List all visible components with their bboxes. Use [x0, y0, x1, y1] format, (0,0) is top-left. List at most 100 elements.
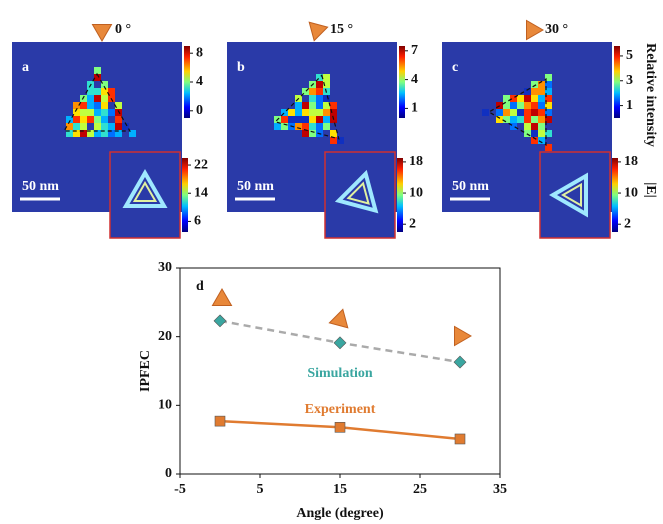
map-pixel: [510, 95, 517, 102]
scale-bar-label: 50 nm: [452, 179, 489, 194]
map-pixel: [87, 130, 94, 137]
field-inset: [109, 151, 181, 239]
panel-label: b: [237, 60, 245, 75]
map-pixel: [517, 102, 524, 109]
map-pixel: [531, 102, 538, 109]
marker: [453, 355, 467, 369]
map-pixel: [496, 109, 503, 116]
map-pixel: [302, 88, 309, 95]
map-pixel: [274, 123, 281, 130]
y-axis-label: IPFEC: [138, 350, 153, 392]
x-tick-label: -5: [174, 482, 186, 497]
map-pixel: [531, 88, 538, 95]
panel-label: c: [452, 60, 458, 75]
map-pixel: [323, 109, 330, 116]
inset-field-pattern: [560, 182, 582, 208]
map-pixel: [129, 130, 136, 137]
panel-label: a: [22, 60, 29, 75]
map-pixel: [531, 81, 538, 88]
angle-label: 0 °: [115, 22, 131, 37]
map-pixel: [545, 88, 552, 95]
map-pixel: [302, 102, 309, 109]
orientation-icon: [328, 308, 349, 329]
map-pixel: [538, 102, 545, 109]
map-pixel: [316, 123, 323, 130]
map-pixel: [503, 95, 510, 102]
marker: [213, 314, 227, 328]
marker: [454, 433, 466, 445]
map-pixel: [101, 109, 108, 116]
marker: [333, 336, 347, 350]
map-pixel: [94, 130, 101, 137]
map-pixel: [73, 116, 80, 123]
colorbar-tick-label: 10: [624, 185, 638, 200]
marker: [334, 422, 346, 433]
map-pixel: [517, 109, 524, 116]
colorbar-tick-label: 5: [626, 48, 633, 63]
colorbar-tick-label: 6: [194, 214, 201, 229]
map-pixel: [101, 130, 108, 137]
map-pixel: [108, 88, 115, 95]
colorbar-title: Relative intensity: [643, 43, 658, 147]
inset-colorbar-title: |E|: [643, 182, 658, 198]
map-pixel: [531, 109, 538, 116]
map-pixel: [309, 95, 316, 102]
map-pixel: [316, 95, 323, 102]
map-pixel: [295, 102, 302, 109]
orientation-icon: [308, 21, 329, 42]
map-pixel: [115, 109, 122, 116]
map-pixel: [330, 130, 337, 137]
map-pixel: [87, 102, 94, 109]
map-pixel: [66, 123, 73, 130]
map-pixel: [87, 116, 94, 123]
map-pixel: [323, 74, 330, 81]
map-pixel: [66, 116, 73, 123]
map-pixel: [316, 116, 323, 123]
particle-outline: [487, 78, 547, 146]
scale-bar-label: 50 nm: [237, 179, 274, 194]
x-axis-label: Angle (degree): [296, 506, 384, 521]
map-pixel: [503, 102, 510, 109]
map-pixel: [101, 95, 108, 102]
map-pixel: [316, 102, 323, 109]
y-tick-label: 20: [158, 329, 172, 344]
map-pixel: [316, 74, 323, 81]
map-pixel: [538, 109, 545, 116]
map-pixel: [316, 109, 323, 116]
map-pixel: [524, 95, 531, 102]
map-pixel: [115, 123, 122, 130]
map-pixel: [524, 88, 531, 95]
colorbar-tick-label: 3: [626, 73, 633, 88]
map-pixel: [94, 67, 101, 74]
map-pixel: [482, 109, 489, 116]
panel-label: d: [196, 279, 204, 294]
x-tick-label: 15: [333, 482, 347, 497]
map-pixel: [94, 123, 101, 130]
map-pixel: [115, 102, 122, 109]
map-pixel: [302, 123, 309, 130]
map-pixel: [101, 81, 108, 88]
map-pixel: [309, 130, 316, 137]
map-pixel: [517, 116, 524, 123]
map-pixel: [73, 123, 80, 130]
map-pixel: [538, 123, 545, 130]
inset-field-pattern: [122, 168, 168, 208]
map-pixel: [323, 116, 330, 123]
colorbar-tick-label: 10: [409, 185, 423, 200]
map-pixel: [510, 109, 517, 116]
map-pixel: [80, 102, 87, 109]
map-pixel: [545, 109, 552, 116]
map-pixel: [73, 102, 80, 109]
map-pixel: [510, 102, 517, 109]
map-pixel: [108, 130, 115, 137]
map-pixel: [538, 88, 545, 95]
map-pixel: [87, 88, 94, 95]
map-pixel: [545, 81, 552, 88]
map-pixel: [524, 116, 531, 123]
map-pixel: [295, 109, 302, 116]
map-pixel: [517, 95, 524, 102]
orientation-icon: [211, 287, 233, 306]
map-pixel: [323, 95, 330, 102]
map-pixel: [309, 109, 316, 116]
orientation-icon: [91, 24, 113, 43]
